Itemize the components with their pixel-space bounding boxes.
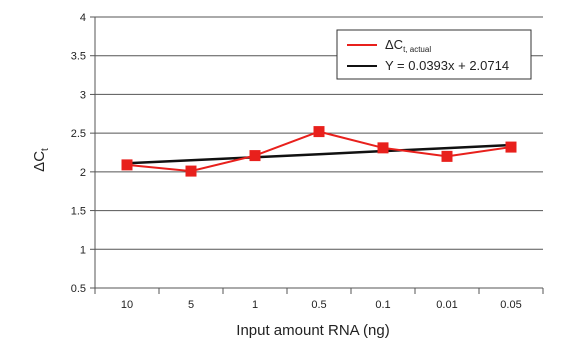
y-tick-label: 1.5 <box>71 206 86 218</box>
legend: ΔCt, actual Y = 0.0393x + 2.0714 <box>336 29 532 80</box>
x-tick-label: 0.01 <box>436 299 457 311</box>
y-tick-label: 2 <box>80 167 86 179</box>
y-axis-label-sub: t <box>40 148 51 151</box>
data-point-marker <box>185 165 197 177</box>
legend-label-actual: ΔCt, actual <box>385 37 431 54</box>
y-axis-label-main: ΔC <box>31 151 48 172</box>
x-tick-marks <box>94 288 544 294</box>
legend-box <box>336 29 532 80</box>
x-axis-label: Input amount RNA (ng) <box>236 322 389 339</box>
legend-label-actual-main: ΔC <box>385 37 403 52</box>
x-tick-label: 5 <box>188 299 194 311</box>
y-tick-label: 0.5 <box>71 283 86 295</box>
data-point-marker <box>505 141 517 153</box>
data-point-marker <box>121 159 133 171</box>
y-tick-label: 4 <box>80 12 86 24</box>
series-fit-line <box>126 143 512 165</box>
x-tick-labels: 10 5 1 0.5 0.1 0.01 0.05 <box>121 299 522 311</box>
series-layer <box>121 126 517 177</box>
y-tick-labels: 0.5 1 1.5 2 2.5 3 3.5 4 <box>71 12 86 295</box>
data-point-marker <box>249 150 261 162</box>
y-tick-label: 3.5 <box>71 51 86 63</box>
y-axis-label: ΔCt <box>31 148 51 172</box>
series-actual-line <box>126 130 512 173</box>
y-tick-label: 2.5 <box>71 128 86 140</box>
x-tick-label: 0.05 <box>500 299 521 311</box>
x-tick-label: 0.1 <box>375 299 390 311</box>
data-point-marker <box>313 126 325 138</box>
x-tick-label: 1 <box>252 299 258 311</box>
y-tick-label: 3 <box>80 89 86 101</box>
legend-label-fit: Y = 0.0393x + 2.0714 <box>385 58 509 73</box>
x-tick-label: 0.5 <box>311 299 326 311</box>
data-point-marker <box>441 150 453 162</box>
y-tick-label: 1 <box>80 244 86 256</box>
x-tick-label: 10 <box>121 299 133 311</box>
data-point-marker <box>377 142 389 154</box>
legend-label-actual-sub: t, actual <box>403 45 431 54</box>
